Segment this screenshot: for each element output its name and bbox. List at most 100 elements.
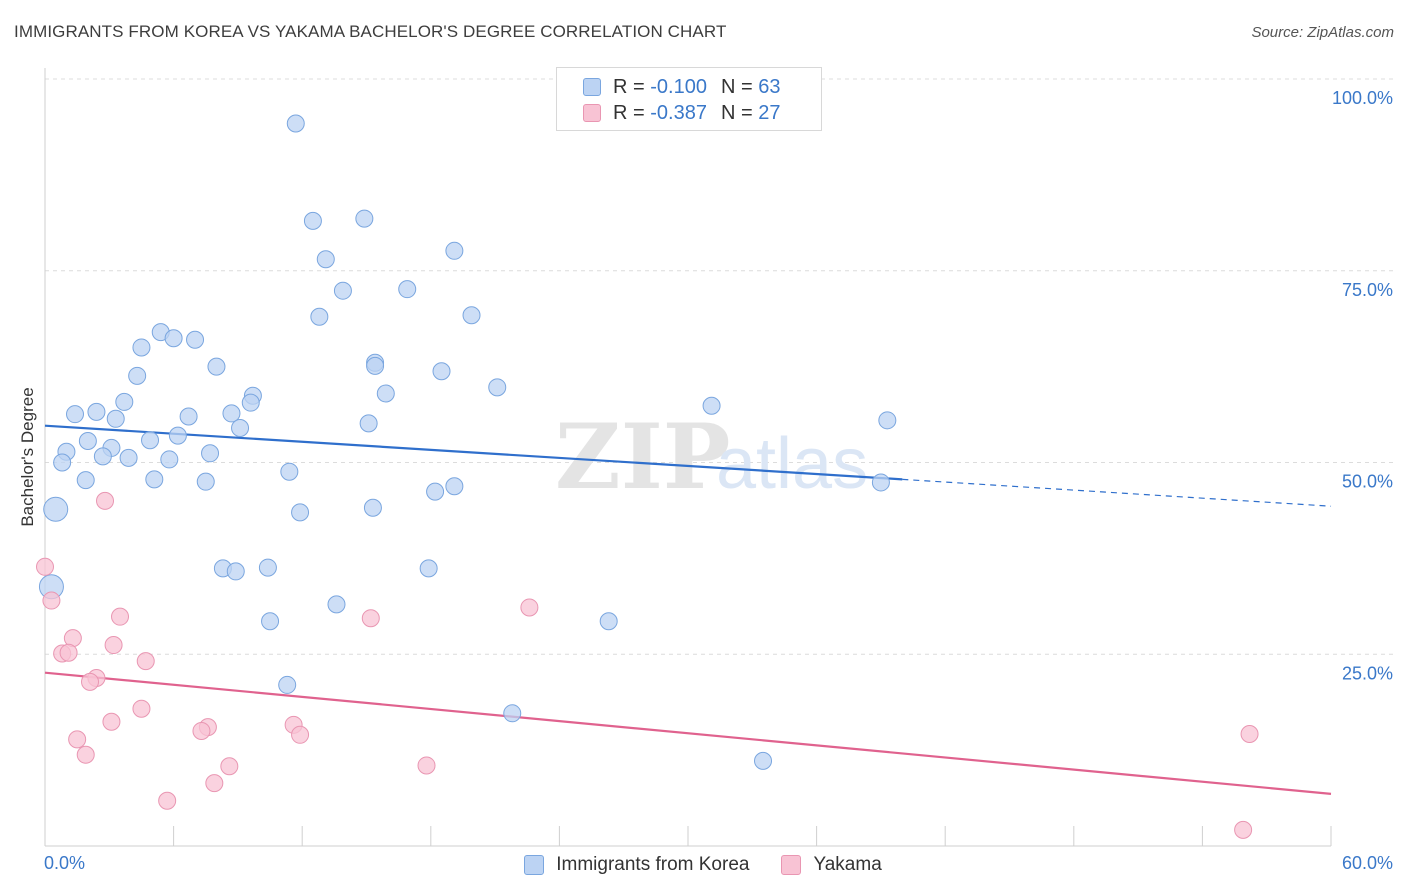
point-korea [355,209,374,228]
y-tick-label: 50.0% [1342,472,1393,492]
point-korea [66,405,85,424]
point-korea [376,384,395,403]
point-yakama [192,721,211,740]
y-tick-label: 100.0% [1332,88,1393,108]
point-korea [366,356,385,375]
point-korea [363,498,382,517]
point-korea [398,280,417,299]
legend-row-korea: R = -0.100 N = 63 [583,75,780,99]
point-yakama [111,607,130,626]
point-korea [222,404,241,423]
legend-row-yakama: R = -0.387 N = 27 [583,101,780,125]
x-tick-label: 60.0% [1342,853,1393,873]
point-korea [333,281,352,300]
point-yakama [59,643,78,662]
legend-swatch-yakama [583,104,601,122]
point-korea [115,392,134,411]
point-yakama [104,636,123,655]
point-korea [488,378,507,397]
point-korea [503,704,522,723]
watermark-zip: ZIP [555,404,730,510]
point-yakama [68,730,87,749]
axes [44,68,1332,847]
point-korea [754,751,773,770]
legend-n-label: N = [720,75,753,98]
point-yakama [158,791,177,810]
point-korea [76,471,95,490]
point-korea [310,307,329,326]
legend-label-korea: Immigrants from Korea [556,854,750,875]
point-yakama [76,745,95,764]
trend-line-korea [44,424,903,481]
point-korea [186,330,205,349]
point-korea [201,444,220,463]
point-yakama [96,491,115,510]
point-korea [462,306,481,325]
point-korea [445,241,464,260]
point-yakama [417,756,436,775]
correlation-legend: R = -0.100 N = 63 R = -0.387 N = 27 [556,67,822,131]
point-yakama [36,557,54,576]
point-korea [258,558,277,577]
legend-r-label: R = [613,75,645,98]
point-korea [78,432,97,451]
point-korea [132,338,151,357]
y-axis-label: Bachelor's Degree [18,387,37,527]
point-korea [871,473,890,492]
legend-n-value: 63 [758,75,781,98]
point-korea [291,503,310,522]
y-tick-label: 75.0% [1342,280,1393,300]
legend-swatch-korea [524,855,545,875]
point-korea [226,562,245,581]
point-korea [599,612,618,631]
point-korea [196,472,215,491]
legend-label-yakama: Yakama [813,854,882,875]
point-korea [261,612,280,631]
point-korea [359,414,378,433]
point-korea [702,396,721,415]
point-korea [286,114,305,133]
trend-line-yakama [44,671,1332,795]
point-korea [426,482,445,501]
point-yakama [102,712,121,731]
point-korea [445,477,464,496]
legend-n-value: 27 [758,101,781,124]
point-korea [241,393,260,412]
legend-r-value: -0.387 [650,101,707,124]
point-korea [280,462,299,481]
point-yakama [81,672,100,691]
chart-title: IMMIGRANTS FROM KOREA VS YAKAMA BACHELOR… [14,22,727,41]
point-korea [327,595,346,614]
point-yakama [132,699,151,718]
trend-line-korea-extension [902,478,1332,507]
grid-lines [45,78,1394,655]
series-legend: Immigrants from Korea Yakama [0,852,1406,878]
legend-item-yakama: Yakama [781,854,882,876]
watermark: ZIP atlas [555,404,868,510]
source-label: Source: ZipAtlas.com [1251,24,1394,41]
point-korea [419,559,438,578]
point-korea [87,402,106,421]
legend-r-value: -0.100 [650,75,707,98]
point-yakama [1234,820,1253,839]
legend-item-korea: Immigrants from Korea [524,854,749,876]
data-points [36,114,1259,839]
point-yakama [1240,725,1259,744]
point-korea [43,496,69,522]
point-yakama [291,725,310,744]
point-korea [316,250,335,269]
point-korea [53,453,72,472]
trend-lines [44,424,1332,795]
legend-swatch-korea [583,78,601,96]
point-korea [179,407,198,426]
point-korea [128,366,147,385]
point-yakama [42,591,61,610]
legend-swatch-yakama [781,855,802,875]
point-korea [160,450,179,469]
legend-r-label: R = [613,101,645,124]
x-tick-label: 0.0% [44,853,85,873]
point-yakama [361,609,380,628]
point-yakama [220,757,239,776]
point-korea [231,418,250,437]
